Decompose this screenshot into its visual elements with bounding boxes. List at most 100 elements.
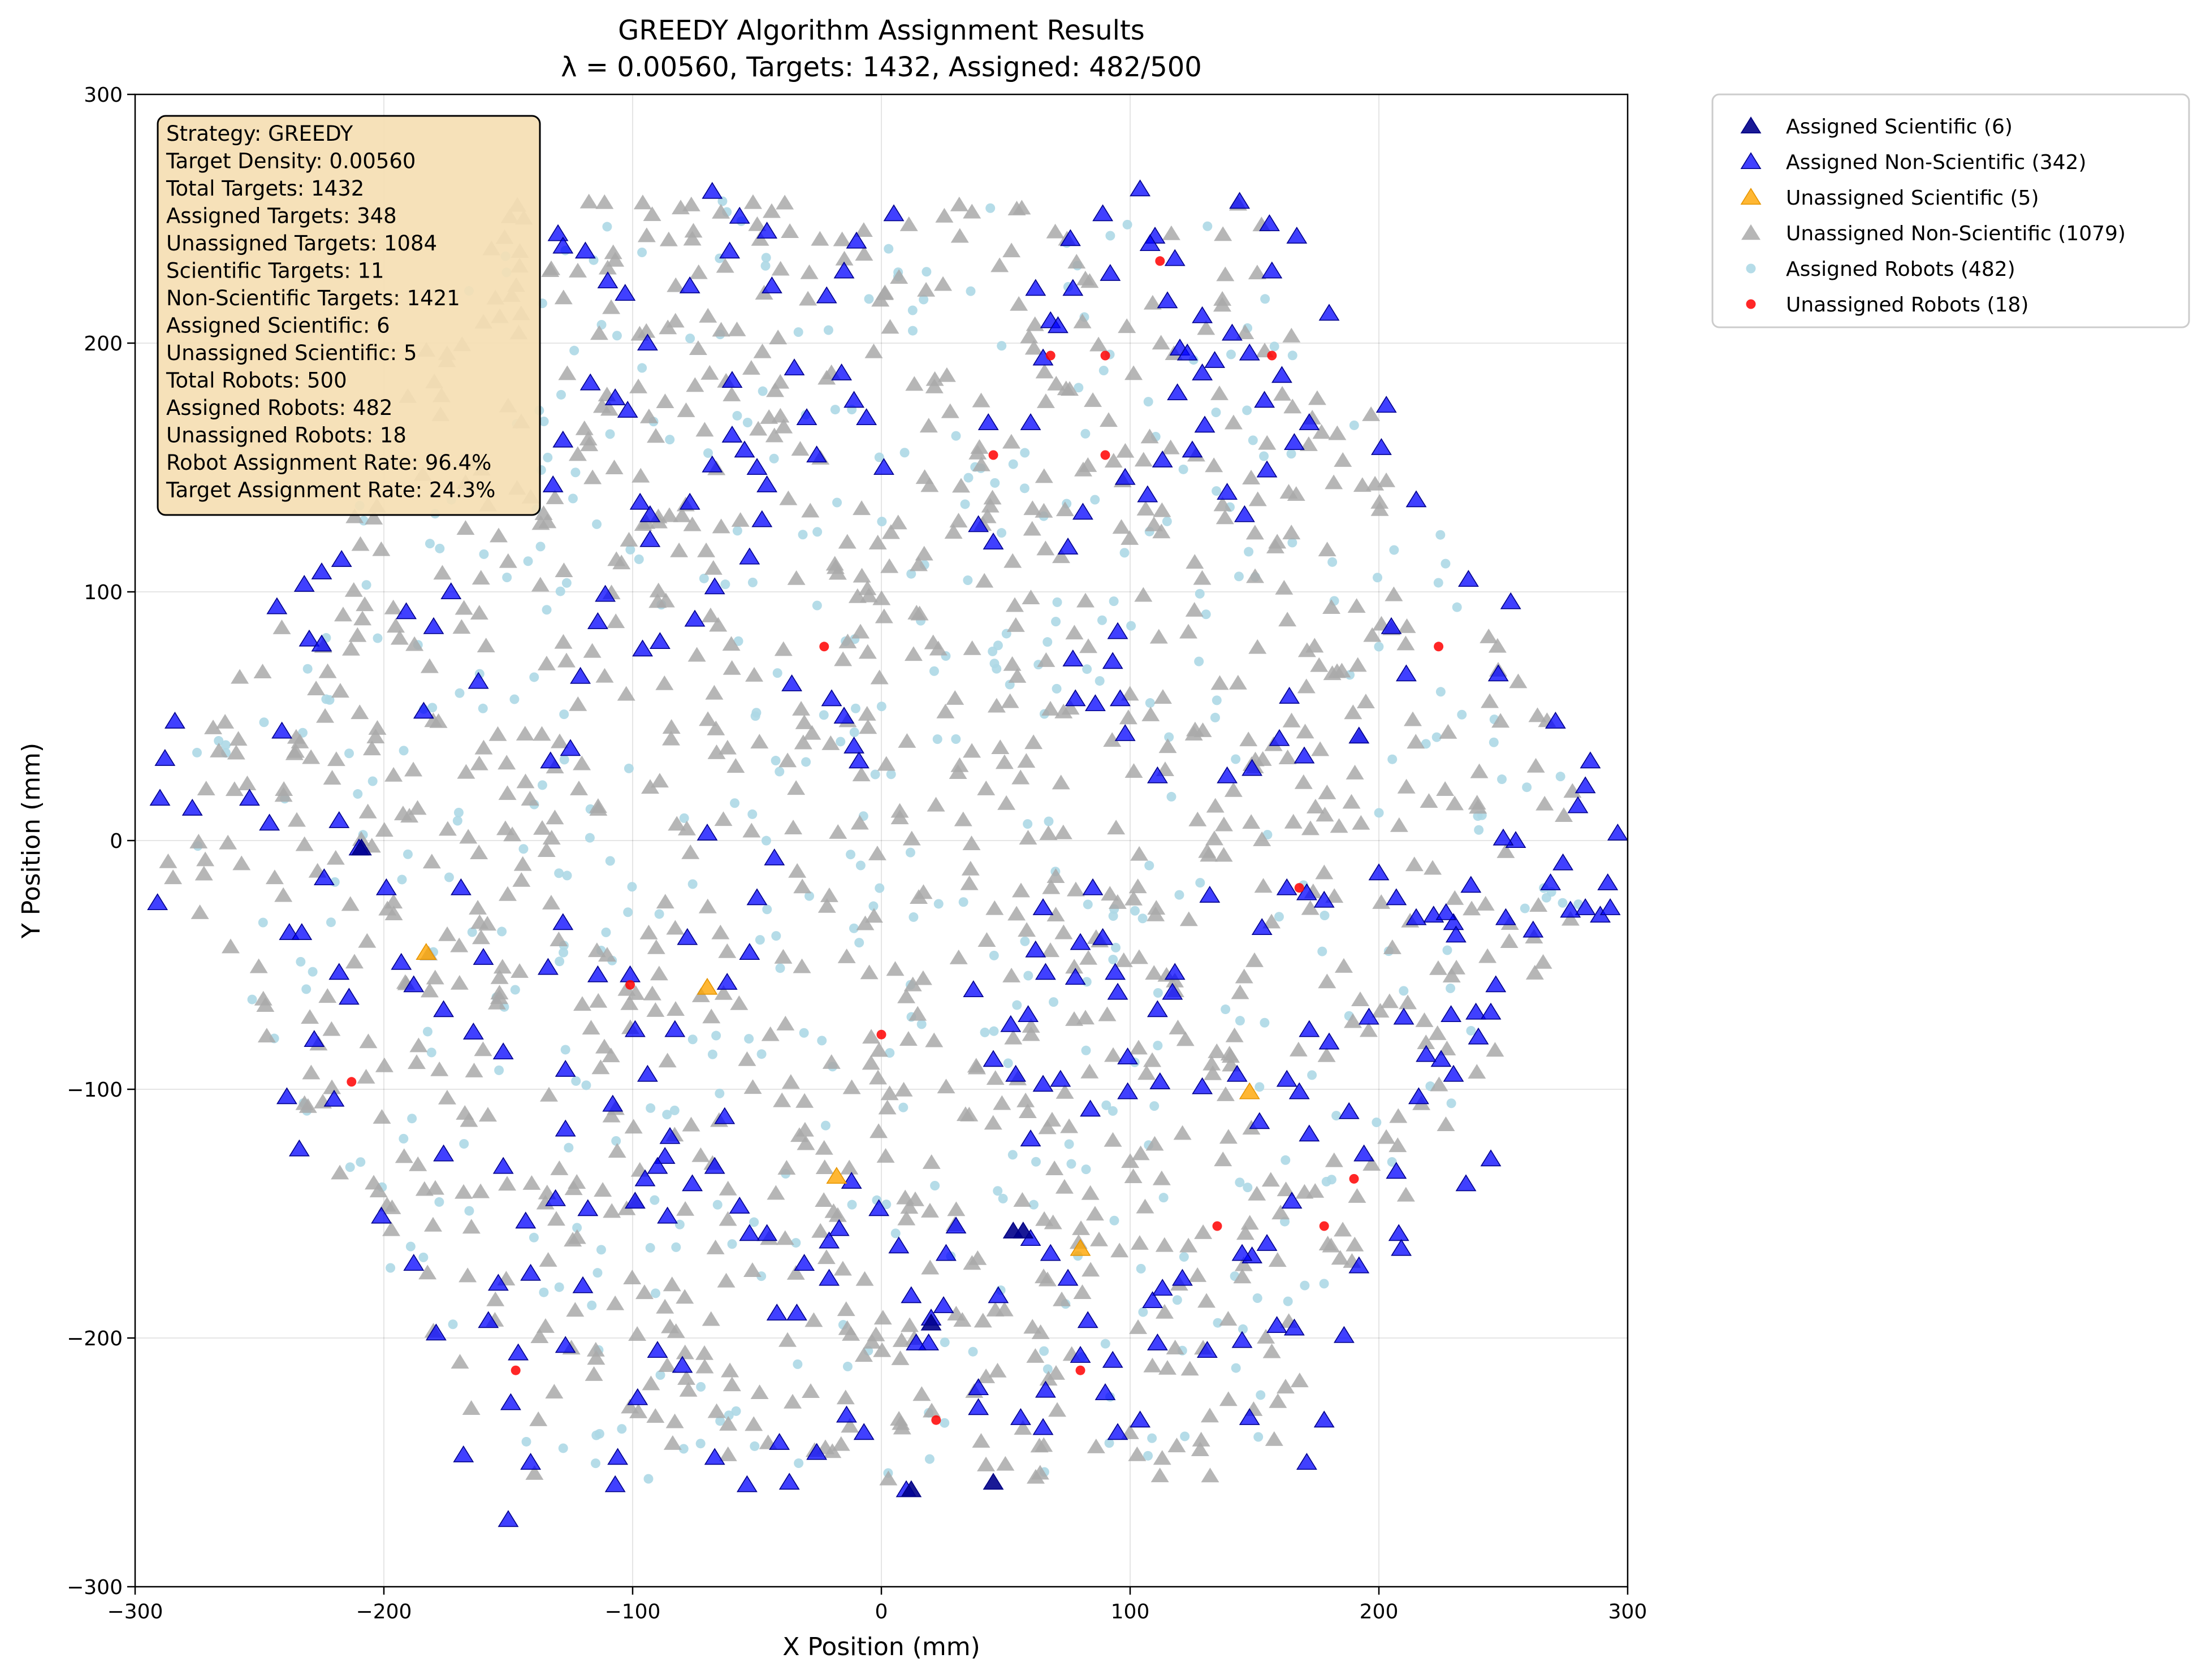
data-point-triangle [1053, 1291, 1071, 1306]
data-point-triangle [1003, 656, 1022, 671]
data-point-triangle [718, 739, 737, 755]
data-point-triangle [1391, 1239, 1412, 1256]
data-point-triangle [663, 1276, 681, 1292]
data-point-circle [1452, 602, 1462, 612]
data-point-triangle [1080, 273, 1099, 288]
data-point-circle [1555, 772, 1565, 782]
data-point-triangle [1217, 766, 1238, 783]
data-point-circle [1231, 1363, 1241, 1373]
data-point-triangle [1031, 1324, 1050, 1339]
data-point-circle [1100, 450, 1110, 460]
data-point-triangle [583, 469, 602, 484]
data-point-triangle [695, 1345, 714, 1360]
data-point-circle [529, 672, 539, 682]
data-point-triangle [993, 1095, 1011, 1110]
data-point-circle [511, 1365, 521, 1375]
data-point-triangle [302, 1064, 321, 1080]
data-point-circle [1090, 495, 1100, 505]
data-point-triangle [375, 822, 393, 837]
data-point-triangle [986, 1302, 1005, 1317]
data-point-triangle [786, 1304, 807, 1321]
data-point-circle [922, 267, 932, 277]
data-point-triangle [1224, 782, 1243, 797]
legend-marker [1741, 224, 1761, 240]
data-point-triangle [1416, 1045, 1437, 1062]
data-point-triangle [1060, 381, 1079, 396]
data-point-triangle [1121, 1153, 1140, 1168]
data-point-triangle [697, 823, 718, 841]
data-point-circle [1203, 221, 1213, 231]
data-point-triangle [986, 1070, 1005, 1085]
data-point-triangle [968, 1378, 989, 1396]
data-point-triangle [371, 1206, 392, 1224]
data-point-circle [761, 835, 771, 846]
data-point-triangle [697, 542, 716, 557]
data-point-circle [625, 980, 635, 990]
data-point-triangle [1204, 350, 1226, 368]
data-point-circle [799, 1028, 809, 1038]
data-point-triangle [384, 767, 403, 782]
data-point-circle [1081, 1045, 1091, 1055]
data-point-triangle [894, 1081, 913, 1097]
data-point-triangle [395, 1148, 413, 1163]
data-point-triangle [621, 1398, 639, 1414]
data-point-circle [1019, 483, 1030, 493]
data-point-triangle [909, 1006, 927, 1021]
data-point-triangle [656, 1298, 674, 1314]
data-point-triangle [677, 1370, 696, 1385]
data-point-circle [1201, 609, 1211, 620]
data-point-triangle [1362, 406, 1381, 421]
data-point-triangle [450, 975, 469, 990]
data-point-triangle [1318, 542, 1336, 557]
data-point-triangle [1407, 734, 1425, 749]
data-point-circle [1164, 732, 1174, 742]
data-point-triangle [756, 1224, 778, 1241]
data-point-circle [510, 985, 520, 995]
data-point-circle [592, 519, 602, 529]
data-point-triangle [433, 1144, 455, 1162]
data-point-triangle [1500, 592, 1521, 609]
data-point-triangle [661, 1318, 680, 1333]
data-point-circle [655, 1370, 665, 1380]
data-point-triangle [276, 1087, 297, 1105]
data-point-triangle [1152, 523, 1171, 539]
data-point-triangle [647, 428, 665, 443]
data-point-circle [875, 883, 885, 893]
data-point-circle [968, 1346, 978, 1357]
data-point-triangle [1316, 807, 1334, 822]
data-point-triangle [662, 719, 681, 734]
data-point-triangle [473, 947, 494, 965]
data-point-triangle [287, 729, 305, 744]
data-point-triangle [375, 878, 397, 895]
data-point-circle [555, 956, 565, 967]
data-point-triangle [351, 704, 369, 720]
data-point-triangle [1318, 304, 1340, 321]
data-point-triangle [1396, 1187, 1415, 1202]
data-point-triangle [923, 1402, 941, 1418]
data-point-circle [674, 1219, 685, 1229]
data-point-triangle [683, 231, 702, 246]
data-point-circle [1043, 637, 1053, 647]
data-point-triangle [1370, 438, 1392, 455]
data-point-triangle [909, 556, 928, 571]
data-point-circle [601, 927, 611, 937]
data-point-triangle [375, 1057, 393, 1072]
data-point-triangle [854, 1347, 873, 1362]
data-point-triangle [1056, 501, 1074, 517]
data-point-circle [564, 1142, 574, 1153]
data-point-circle [1421, 739, 1431, 749]
data-point-circle [624, 763, 634, 773]
data-point-circle [747, 809, 758, 819]
data-point-triangle [1429, 960, 1447, 975]
data-point-triangle [707, 744, 726, 759]
data-point-circle [407, 1114, 417, 1124]
data-point-circle [727, 1239, 737, 1249]
data-point-triangle [1065, 959, 1084, 974]
data-point-triangle [1184, 726, 1203, 741]
data-point-circle [1045, 350, 1056, 361]
data-point-triangle [1217, 483, 1238, 500]
data-point-circle [1212, 695, 1222, 705]
data-point-triangle [995, 754, 1014, 769]
data-point-circle [1155, 256, 1165, 266]
data-point-triangle [564, 1232, 582, 1247]
